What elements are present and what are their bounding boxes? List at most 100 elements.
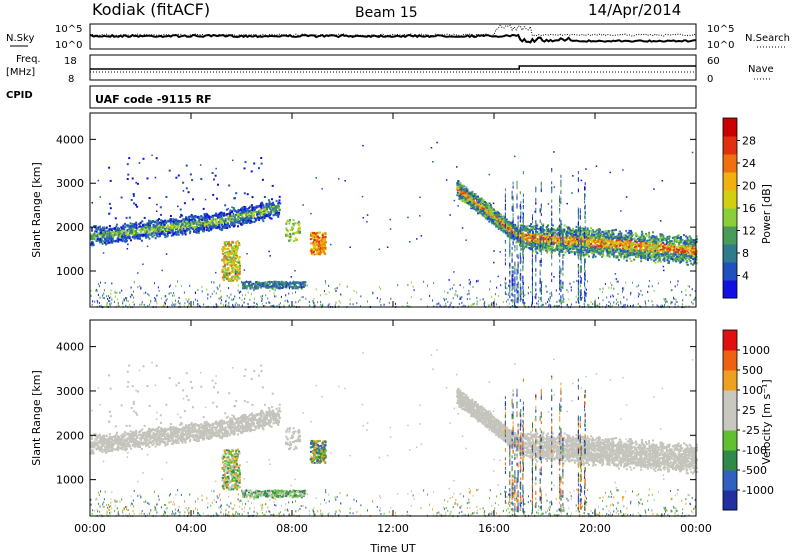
power-point <box>304 281 307 283</box>
power-point <box>274 205 277 208</box>
power-point <box>196 228 199 231</box>
power-point <box>182 181 185 184</box>
power-point <box>270 285 273 288</box>
power-point <box>114 227 117 230</box>
power-point <box>94 225 97 228</box>
power-point <box>312 250 315 253</box>
power-point <box>229 258 232 261</box>
power-point <box>150 222 153 225</box>
power-point <box>593 251 596 254</box>
power-point <box>686 242 689 245</box>
power-point <box>249 287 252 290</box>
power-point <box>226 225 229 228</box>
power-point <box>191 228 194 231</box>
power-point <box>206 219 208 221</box>
power-point <box>691 249 694 252</box>
power-point <box>570 231 573 234</box>
power-point <box>676 235 679 238</box>
power-point <box>572 248 575 250</box>
power-point <box>158 224 161 227</box>
power-point <box>248 206 251 209</box>
power-point <box>149 223 151 226</box>
power-point <box>458 190 461 193</box>
power-point <box>585 244 588 247</box>
power-point <box>193 227 196 230</box>
power-point <box>194 216 197 219</box>
power-point <box>181 231 184 234</box>
power-point <box>224 251 226 254</box>
power-point <box>289 285 292 288</box>
power-point <box>616 242 619 245</box>
power-point <box>224 258 226 261</box>
power-point <box>601 255 604 258</box>
power-point <box>238 263 241 265</box>
power-point <box>215 221 218 224</box>
power-point <box>242 206 245 209</box>
power-point <box>593 247 596 250</box>
power-point <box>627 246 630 249</box>
power-point <box>267 205 270 208</box>
power-point <box>244 210 247 213</box>
power-point <box>648 243 651 246</box>
power-point <box>556 248 559 251</box>
power-point <box>166 224 169 227</box>
power-point <box>676 236 679 239</box>
power-point <box>552 237 555 240</box>
power-point <box>104 241 107 244</box>
power-point <box>299 281 302 284</box>
power-point <box>197 231 200 234</box>
power-point <box>686 263 689 266</box>
power-point <box>655 245 658 248</box>
power-point <box>287 282 290 285</box>
power-point <box>197 222 200 225</box>
power-point <box>228 255 231 258</box>
power-point <box>456 194 459 197</box>
power-point <box>171 226 174 229</box>
power-point <box>135 236 138 238</box>
power-point <box>123 231 126 234</box>
power-point <box>197 230 200 232</box>
power-point <box>152 225 155 228</box>
power-point <box>173 223 176 226</box>
power-point <box>136 228 139 231</box>
power-point <box>317 232 320 235</box>
power-point <box>528 236 531 239</box>
power-point <box>657 239 660 242</box>
power-point <box>229 219 232 222</box>
power-point <box>552 242 554 245</box>
power-point <box>556 239 559 242</box>
power-point <box>253 209 256 212</box>
power-point <box>260 207 263 210</box>
power-point <box>686 238 689 241</box>
power-point <box>247 281 250 284</box>
power-point <box>310 242 312 245</box>
power-point <box>157 228 160 231</box>
power-point <box>651 235 654 238</box>
power-point <box>319 250 322 253</box>
power-point <box>592 256 595 259</box>
power-point <box>214 174 217 177</box>
power-point <box>506 228 509 231</box>
power-point <box>683 254 686 257</box>
power-point <box>221 268 224 271</box>
power-point <box>488 220 491 223</box>
power-point <box>536 231 539 233</box>
power-point <box>227 259 230 261</box>
power-point <box>521 233 524 236</box>
power-point <box>477 212 479 215</box>
power-point <box>156 228 159 230</box>
power-point <box>664 245 666 248</box>
power-point <box>222 270 225 273</box>
power-point <box>232 215 235 218</box>
power-point <box>249 209 252 212</box>
power-point <box>633 258 636 261</box>
power-point <box>285 221 288 224</box>
power-point <box>582 242 585 245</box>
power-point <box>94 230 97 233</box>
power-point <box>656 249 659 252</box>
power-point <box>272 283 275 286</box>
power-point <box>519 224 522 227</box>
power-point <box>225 274 228 276</box>
power-point <box>628 243 631 246</box>
power-point <box>568 232 571 235</box>
